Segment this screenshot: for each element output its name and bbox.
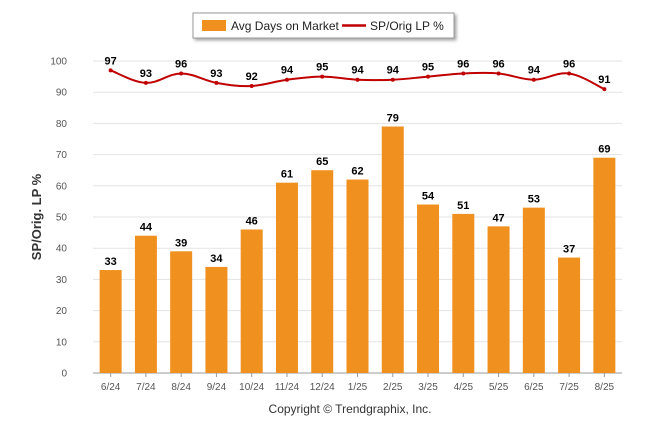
line-data-label: 94 (528, 65, 541, 77)
y-tick-label: 50 (56, 213, 68, 224)
line-point (284, 77, 289, 82)
bar-data-label: 34 (210, 253, 223, 265)
bar (170, 251, 193, 373)
legend-label-line: SP/Orig LP % (370, 19, 444, 33)
y-tick-label: 20 (56, 306, 68, 317)
x-tick-label: 7/24 (136, 382, 156, 393)
bar-data-label: 46 (246, 215, 258, 227)
bar (417, 204, 440, 373)
y-tick-label: 0 (61, 369, 67, 380)
x-tick-label: 3/25 (418, 382, 438, 393)
bar (205, 266, 228, 373)
line-data-label: 93 (140, 68, 152, 80)
bar (522, 207, 545, 373)
line-point (390, 77, 395, 82)
x-tick-label: 11/24 (275, 382, 300, 393)
line-data-label: 95 (316, 62, 328, 74)
y-tick-label: 90 (56, 88, 68, 99)
bar-data-label: 44 (140, 222, 153, 234)
bar-data-label: 62 (351, 166, 363, 178)
line-data-label: 92 (246, 71, 258, 83)
y-tick-label: 60 (56, 181, 68, 192)
bar (381, 126, 404, 374)
y-tick-label: 80 (56, 119, 68, 130)
bar-data-label: 53 (528, 194, 540, 206)
bar (311, 170, 334, 373)
bar (558, 257, 581, 373)
line-data-label: 96 (563, 58, 575, 70)
bar (134, 235, 157, 373)
legend-box (192, 12, 455, 39)
line-point (108, 68, 113, 73)
bar-data-label: 79 (387, 113, 399, 125)
line-data-label: 95 (422, 62, 434, 74)
bar-data-label: 51 (457, 200, 469, 212)
x-tick-label: 5/25 (489, 382, 509, 393)
bar-series: 33 44 39 34 46 61 65 62 79 54 51 47 53 37 69 (99, 113, 616, 374)
line-point (143, 80, 148, 85)
bar-data-label: 65 (316, 156, 328, 168)
line-data-label: 96 (175, 58, 187, 70)
bar-data-label: 54 (422, 191, 435, 203)
legend-swatch-bar (202, 20, 226, 31)
bar (487, 226, 510, 373)
y-tick-label: 10 (56, 337, 68, 348)
x-axis-ticks: 6/24 7/24 8/24 9/24 10/24 11/24 12/24 1/25 2/25 3… (101, 373, 615, 393)
bar (99, 270, 122, 373)
x-tick-label: 9/24 (207, 382, 227, 393)
x-tick-label: 1/25 (348, 382, 368, 393)
x-tick-label: 8/24 (171, 382, 191, 393)
bar (593, 157, 616, 373)
legend: Avg Days on Market SP/Orig LP % (192, 12, 455, 39)
line-point (214, 80, 219, 85)
line-point (461, 71, 466, 76)
line-data-label: 93 (210, 68, 222, 80)
copyright-text: Copyright © Trendgraphix, Inc. (269, 402, 432, 416)
x-tick-label: 12/24 (310, 382, 335, 393)
line-data-label: 96 (492, 58, 504, 70)
bar (452, 213, 475, 373)
line-data-label: 94 (351, 65, 364, 77)
legend-label-bar: Avg Days on Market (231, 19, 339, 33)
bar-data-label: 39 (175, 237, 187, 249)
line-point (531, 77, 536, 82)
bar-data-label: 37 (563, 244, 575, 256)
line-point (567, 71, 572, 76)
y-tick-label: 40 (56, 244, 68, 255)
line-point (249, 83, 254, 88)
x-tick-label: 10/24 (239, 382, 264, 393)
line-point (355, 77, 360, 82)
line-point (496, 71, 501, 76)
x-tick-label: 8/25 (595, 382, 615, 393)
bar-data-label: 61 (281, 169, 293, 181)
x-tick-label: 7/25 (559, 382, 579, 393)
line-point (179, 71, 184, 76)
bar-data-label: 47 (492, 212, 504, 224)
line-data-label: 91 (598, 74, 610, 86)
y-tick-label: 30 (56, 275, 68, 286)
x-tick-label: 2/25 (383, 382, 403, 393)
x-tick-label: 4/25 (454, 382, 474, 393)
line-point (426, 74, 431, 79)
line-data-label: 94 (281, 65, 294, 77)
x-tick-label: 6/24 (101, 382, 121, 393)
line-data-label: 96 (457, 58, 469, 70)
bar (346, 179, 369, 373)
line-data-label: 94 (387, 65, 400, 77)
y-axis-ticks: 0 10 20 30 40 50 60 70 80 90 100 (50, 57, 67, 380)
y-axis-label: SP/Orig. LP % (29, 173, 44, 260)
x-tick-label: 6/25 (524, 382, 544, 393)
line-point (602, 87, 607, 92)
bar (275, 182, 298, 373)
line-data-label: 97 (105, 55, 117, 67)
line-series: 97 93 96 93 92 94 95 94 94 95 96 96 94 96 91 (105, 55, 610, 92)
line-point (320, 74, 325, 79)
bar-data-label: 69 (598, 144, 610, 156)
bar (240, 229, 263, 373)
bar-data-label: 33 (105, 256, 117, 268)
y-tick-label: 100 (50, 57, 67, 68)
y-tick-label: 70 (56, 150, 68, 161)
